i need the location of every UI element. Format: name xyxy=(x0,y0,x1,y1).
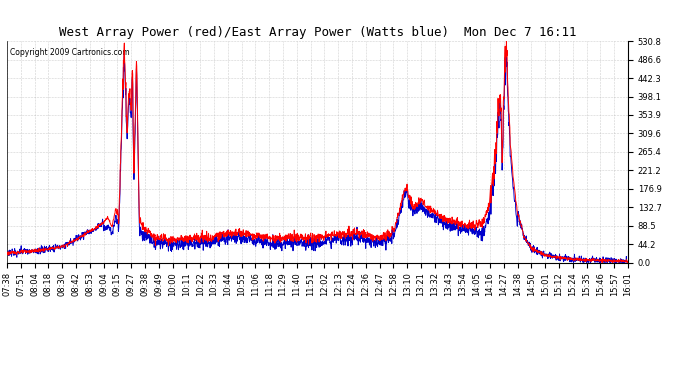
Text: Copyright 2009 Cartronics.com: Copyright 2009 Cartronics.com xyxy=(10,48,130,57)
Title: West Array Power (red)/East Array Power (Watts blue)  Mon Dec 7 16:11: West Array Power (red)/East Array Power … xyxy=(59,26,576,39)
